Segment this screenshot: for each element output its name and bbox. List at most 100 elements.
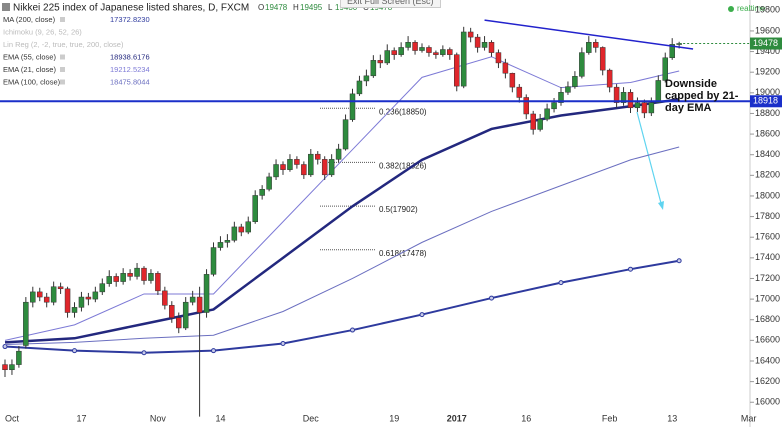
last-price-label: 19478	[753, 38, 778, 48]
y-tick-label: 19400	[755, 46, 780, 56]
legend-name: EMA (100, close)	[3, 77, 61, 86]
legend-inactive: Lin Reg (2, -2, true, true, 200, close)	[3, 40, 124, 49]
x-tick-label: Feb	[602, 413, 618, 423]
x-tick-label: Nov	[150, 413, 167, 423]
candle-body	[460, 31, 467, 87]
candle-body	[537, 118, 543, 130]
x-tick-label: 14	[215, 413, 225, 423]
annotation: capped by 21-	[665, 90, 739, 102]
candle-body	[315, 153, 321, 160]
ohlc-label: O	[258, 3, 264, 12]
indicator-marker	[419, 312, 425, 318]
indicator-marker	[141, 350, 147, 356]
candle-body	[356, 80, 363, 95]
candle-body	[294, 159, 300, 165]
candle-body	[495, 52, 502, 64]
candle-body	[620, 92, 627, 103]
annotation: Downside	[665, 78, 717, 90]
y-tick-label: 17000	[755, 293, 780, 303]
candle-body	[599, 47, 606, 71]
fib-label: 0.236(18850)	[379, 107, 427, 116]
candle-body	[544, 108, 550, 120]
candle-body	[287, 159, 293, 170]
y-tick-label: 17200	[755, 273, 780, 283]
legend-value: 19212.5234	[110, 65, 150, 74]
candle-body	[412, 42, 418, 51]
ohlc-value: 19478	[265, 3, 288, 12]
indicator-marker	[350, 327, 355, 333]
candle-body	[273, 164, 279, 178]
legend-value: 18938.6176	[110, 52, 150, 61]
candle-body	[106, 276, 112, 284]
candle-body	[398, 47, 404, 55]
candle-body	[377, 60, 384, 64]
x-tick-label: 17	[76, 413, 86, 423]
candle-body	[321, 159, 328, 176]
candle-body	[57, 286, 64, 290]
candle-body	[113, 276, 119, 282]
y-tick-label: 18000	[755, 190, 780, 200]
indicator-marker	[2, 344, 8, 350]
y-tick-label: 18400	[755, 149, 780, 159]
candle-body	[224, 240, 231, 243]
candle-body	[266, 176, 272, 190]
ohlc-label: L	[328, 3, 333, 12]
candle-body	[419, 47, 425, 51]
candle-body	[162, 290, 168, 306]
candle-body	[349, 93, 356, 120]
candle-body	[502, 62, 509, 74]
indicator-marker	[211, 348, 216, 354]
candle-body	[231, 226, 238, 241]
candle-body	[252, 195, 258, 223]
arrow-head	[658, 201, 664, 210]
candle-body	[384, 50, 390, 64]
trendline	[484, 19, 694, 50]
candle-body	[16, 350, 22, 365]
candle-body	[586, 42, 592, 53]
candle-body	[641, 102, 648, 114]
candle-body	[78, 296, 85, 308]
y-tick-label: 16800	[755, 314, 780, 324]
ohlc-value: 19495	[300, 3, 323, 12]
x-tick-label: Dec	[303, 413, 320, 423]
candle-body	[134, 267, 140, 277]
legend-name: MA (200, close)	[3, 15, 56, 24]
indicator-marker	[558, 280, 564, 286]
candle-body	[120, 273, 126, 282]
y-tick-label: 17800	[755, 211, 780, 221]
indicator-marker	[280, 340, 286, 346]
candle-body	[433, 52, 439, 55]
candle-body	[558, 92, 564, 103]
indicator-marker	[628, 266, 633, 272]
candle-body	[50, 286, 57, 303]
candle-body	[92, 291, 99, 300]
indicator-line	[4, 56, 680, 341]
candle-body	[238, 226, 245, 233]
candle-body	[481, 42, 488, 48]
candle-body	[593, 42, 599, 48]
candle-body	[405, 42, 411, 48]
legend-icon	[60, 67, 65, 72]
candle-body	[579, 52, 585, 77]
candle-body	[509, 72, 516, 88]
y-tick-label: 18800	[755, 108, 780, 118]
legend-inactive: Ichimoku (9, 26, 52, 26)	[3, 27, 82, 36]
candle-body	[342, 119, 349, 150]
candle-body	[217, 242, 224, 248]
candle-body	[530, 113, 536, 130]
candle-body	[335, 148, 342, 160]
candle-body	[196, 296, 203, 313]
candle-body	[565, 86, 571, 93]
y-tick-label: 16000	[755, 397, 780, 407]
y-tick-label: 18200	[755, 170, 780, 180]
candle-body	[169, 305, 175, 318]
y-tick-label: 16200	[755, 376, 780, 386]
price-axis-bg	[750, 0, 782, 427]
y-tick-label: 18600	[755, 128, 780, 138]
candle-body	[440, 49, 446, 55]
y-tick-label: 16400	[755, 355, 780, 365]
symbol-icon	[2, 3, 10, 11]
candle-body	[606, 69, 613, 88]
